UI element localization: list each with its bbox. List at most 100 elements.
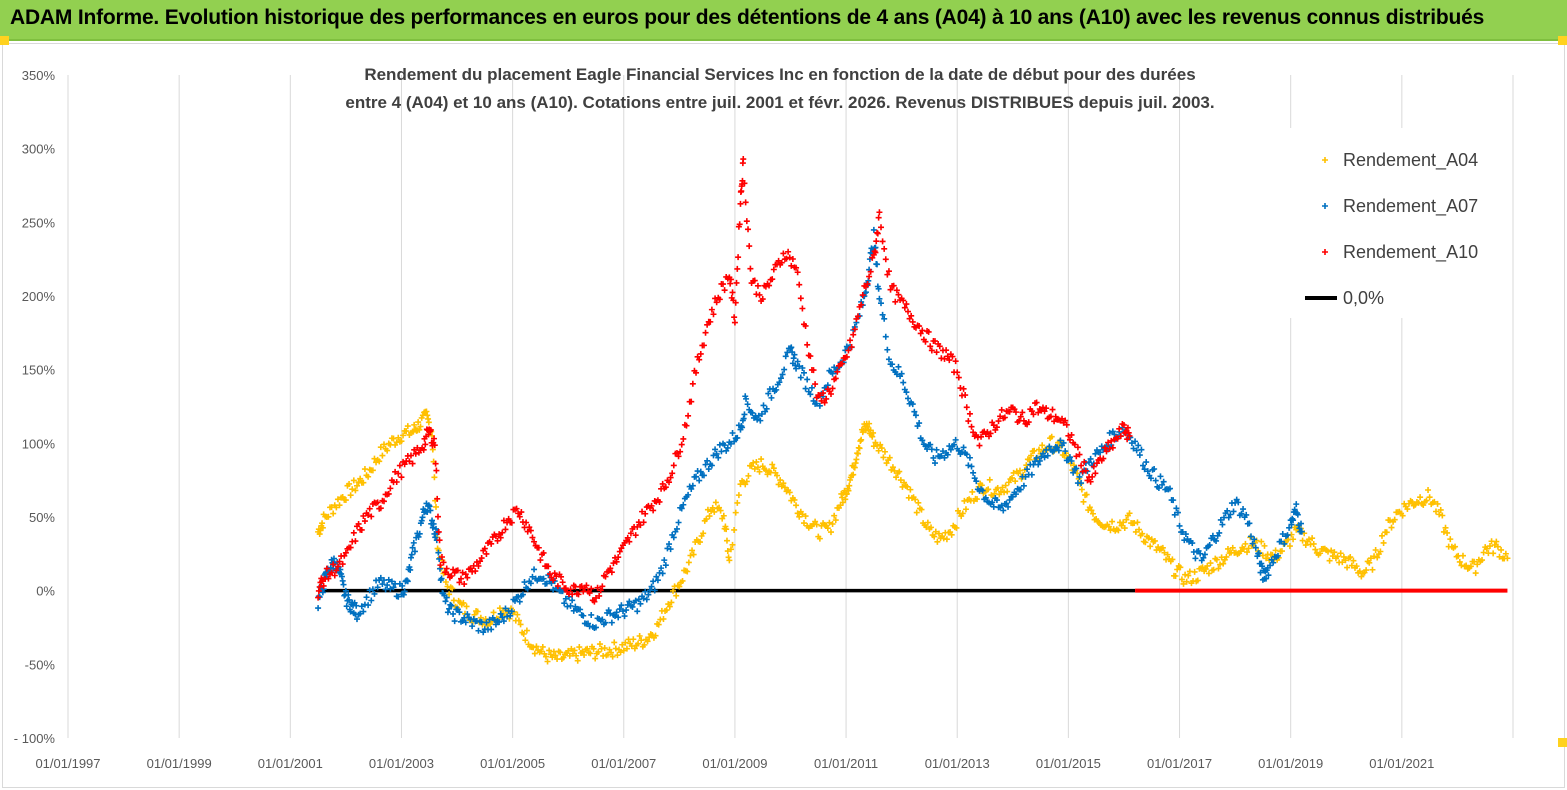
data-point	[1108, 437, 1115, 444]
data-point	[953, 524, 960, 531]
data-point	[577, 606, 584, 613]
data-point	[462, 619, 469, 626]
data-point	[955, 447, 962, 454]
data-point	[540, 549, 547, 556]
data-point	[622, 639, 629, 646]
data-point	[1189, 540, 1196, 547]
data-point	[459, 569, 466, 576]
data-point	[683, 422, 690, 429]
corner-handle-top-left[interactable]	[0, 36, 9, 45]
data-point	[670, 462, 677, 469]
data-point	[842, 496, 849, 503]
data-point	[524, 528, 531, 535]
data-point	[580, 612, 587, 619]
data-point	[401, 588, 408, 595]
data-point	[1082, 467, 1089, 474]
data-point	[330, 510, 337, 517]
data-point	[876, 209, 883, 216]
data-point	[637, 600, 644, 607]
data-point	[458, 575, 465, 582]
data-point	[1035, 461, 1042, 468]
data-point	[826, 519, 833, 526]
data-point	[743, 218, 750, 225]
data-point	[1147, 475, 1154, 482]
data-point	[1001, 414, 1008, 421]
data-point	[1377, 548, 1384, 555]
data-point	[1076, 451, 1083, 458]
data-point	[533, 643, 540, 650]
data-point	[1017, 486, 1024, 493]
data-point	[1459, 552, 1466, 559]
data-point	[634, 608, 641, 615]
data-point	[705, 466, 712, 473]
data-point	[1130, 445, 1137, 452]
y-tick-label: 150%	[22, 363, 56, 378]
data-point	[443, 565, 450, 572]
data-point	[758, 456, 765, 463]
data-point	[469, 623, 476, 630]
data-point	[843, 490, 850, 497]
data-point	[934, 538, 941, 545]
data-point	[635, 640, 642, 647]
data-point	[704, 457, 711, 464]
data-point	[907, 486, 914, 493]
data-point	[435, 528, 442, 535]
data-point	[1286, 524, 1293, 531]
data-point	[696, 539, 703, 546]
data-point	[816, 535, 823, 542]
data-point	[502, 526, 509, 533]
data-point	[766, 282, 773, 289]
data-point	[420, 446, 427, 453]
data-point	[456, 609, 463, 616]
data-point	[1092, 450, 1099, 457]
data-point	[789, 256, 796, 263]
data-point	[974, 496, 981, 503]
data-point	[1317, 550, 1324, 557]
data-point	[850, 471, 857, 478]
data-point	[592, 594, 599, 601]
data-point	[451, 618, 458, 625]
data-point	[759, 296, 766, 303]
data-point	[846, 482, 853, 489]
data-point	[895, 363, 902, 370]
data-point	[731, 526, 738, 533]
data-point	[677, 448, 684, 455]
data-point	[870, 226, 877, 233]
data-point	[708, 306, 715, 313]
data-point	[492, 533, 499, 540]
data-point	[952, 358, 959, 365]
data-point	[1472, 570, 1479, 577]
data-point	[968, 423, 975, 430]
data-point	[1334, 553, 1341, 560]
data-point	[685, 491, 692, 498]
data-point	[617, 649, 624, 656]
data-point	[1000, 507, 1007, 514]
data-point	[562, 595, 569, 602]
data-point	[729, 541, 736, 548]
data-point	[363, 594, 370, 601]
data-point	[554, 583, 561, 590]
data-point	[776, 379, 783, 386]
data-point	[588, 585, 595, 592]
corner-handle-top-right[interactable]	[1558, 36, 1567, 45]
data-point	[911, 408, 918, 415]
data-point	[858, 301, 865, 308]
data-point	[1490, 550, 1497, 557]
data-point	[780, 250, 787, 257]
data-point	[1151, 465, 1158, 472]
data-point	[843, 353, 850, 360]
data-point	[569, 597, 576, 604]
data-point	[491, 616, 498, 623]
data-point	[644, 638, 651, 645]
data-point	[432, 525, 439, 532]
data-point	[1201, 551, 1208, 558]
data-point	[1436, 511, 1443, 518]
corner-handle-bottom-right[interactable]	[1558, 738, 1567, 747]
data-point	[1183, 578, 1190, 585]
data-point	[756, 468, 763, 475]
data-point	[896, 468, 903, 475]
data-point	[1442, 524, 1449, 531]
data-point	[539, 643, 546, 650]
data-point	[1088, 507, 1095, 514]
